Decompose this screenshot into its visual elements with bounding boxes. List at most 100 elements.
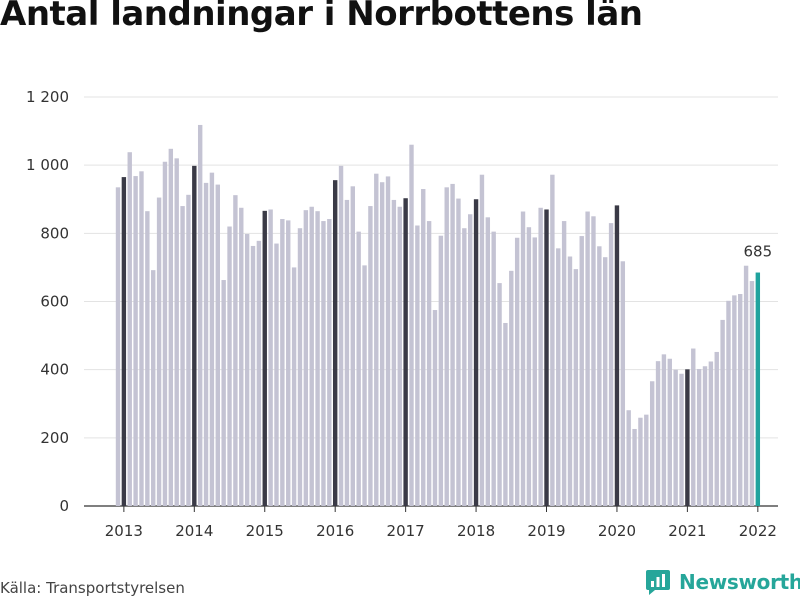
bar	[462, 228, 467, 507]
bar	[168, 148, 174, 506]
bar	[738, 294, 743, 506]
bar	[685, 369, 690, 506]
bar	[186, 194, 191, 507]
bar	[644, 414, 649, 506]
bar	[268, 209, 273, 506]
bar	[485, 217, 491, 507]
bar	[374, 173, 379, 506]
bar	[438, 235, 444, 506]
bar	[497, 283, 502, 506]
bar	[749, 281, 755, 506]
bar	[362, 265, 367, 506]
bar	[556, 248, 561, 506]
bar	[356, 231, 361, 507]
bar	[180, 206, 185, 507]
bar	[327, 219, 332, 507]
bar	[309, 206, 314, 506]
bar	[291, 267, 297, 506]
bar	[192, 165, 197, 506]
bar	[714, 351, 719, 506]
bar	[561, 221, 567, 506]
bar	[209, 172, 215, 507]
bar	[450, 183, 455, 506]
bars	[115, 124, 761, 507]
bar	[632, 428, 637, 506]
x-tick-label: 2014	[175, 522, 213, 540]
bar	[274, 243, 279, 506]
bar	[391, 199, 397, 506]
y-tick-label: 400	[40, 361, 69, 379]
bar	[415, 225, 420, 506]
bar	[514, 237, 520, 506]
bar	[444, 187, 449, 506]
brand-logo[interactable]: Newsworthy	[645, 568, 800, 596]
bar	[661, 354, 667, 506]
bar	[332, 180, 338, 506]
bar	[579, 236, 584, 506]
bar	[608, 223, 614, 506]
bar	[368, 206, 373, 507]
x-axis-ticks: 2013 2014 2015 2016 2017 2018 2019 2020 2021 2022	[105, 506, 777, 540]
bar	[344, 199, 350, 506]
bar	[280, 219, 285, 507]
bar	[573, 269, 579, 506]
x-tick-label: 2019	[527, 522, 565, 540]
bar	[702, 366, 708, 506]
bar	[468, 214, 473, 506]
bar	[197, 124, 203, 506]
bar	[509, 270, 514, 506]
bar	[520, 211, 526, 506]
bar	[221, 280, 226, 506]
bar	[491, 231, 496, 507]
bar	[215, 184, 220, 506]
source-note: Källa: Transportstyrelsen	[0, 579, 185, 597]
y-tick-label: 200	[40, 429, 69, 447]
bar	[409, 144, 414, 506]
bar	[503, 322, 508, 506]
bar	[397, 206, 402, 506]
bar	[726, 300, 731, 506]
y-tick-label: 0	[59, 497, 69, 515]
bar	[338, 165, 344, 506]
bar	[743, 265, 749, 506]
bar	[286, 220, 291, 507]
bar	[691, 348, 696, 506]
bar	[591, 216, 596, 506]
bar	[585, 211, 590, 506]
bar	[321, 221, 326, 506]
bar	[385, 176, 391, 506]
bar	[667, 358, 672, 506]
bar	[139, 171, 144, 506]
x-tick-label: 2015	[246, 522, 284, 540]
bar	[403, 198, 408, 507]
bar	[603, 257, 608, 506]
bar	[162, 161, 168, 506]
bar	[151, 270, 156, 506]
bar	[250, 245, 256, 507]
y-axis-ticks: 0 200 400 600 800 1 000 1 200	[26, 88, 69, 515]
bar	[239, 207, 244, 507]
x-tick-label: 2018	[457, 522, 495, 540]
x-tick-label: 2021	[668, 522, 706, 540]
bar	[421, 189, 426, 506]
bar	[156, 197, 162, 506]
y-tick-label: 800	[40, 224, 69, 242]
data-labels: 685	[744, 243, 773, 261]
y-tick-label: 1 000	[26, 156, 69, 174]
bar	[538, 207, 543, 507]
bar	[597, 246, 602, 506]
x-tick-label: 2022	[739, 522, 777, 540]
bar	[379, 182, 385, 507]
bar	[696, 368, 702, 506]
bar	[620, 261, 626, 506]
bar	[473, 199, 479, 506]
bar	[145, 211, 150, 506]
bar	[256, 240, 262, 506]
bar	[203, 182, 209, 506]
bar	[638, 417, 643, 506]
bar	[532, 237, 537, 506]
bar	[626, 410, 631, 506]
bar	[679, 373, 684, 506]
bar	[655, 361, 661, 506]
bar	[550, 174, 555, 506]
